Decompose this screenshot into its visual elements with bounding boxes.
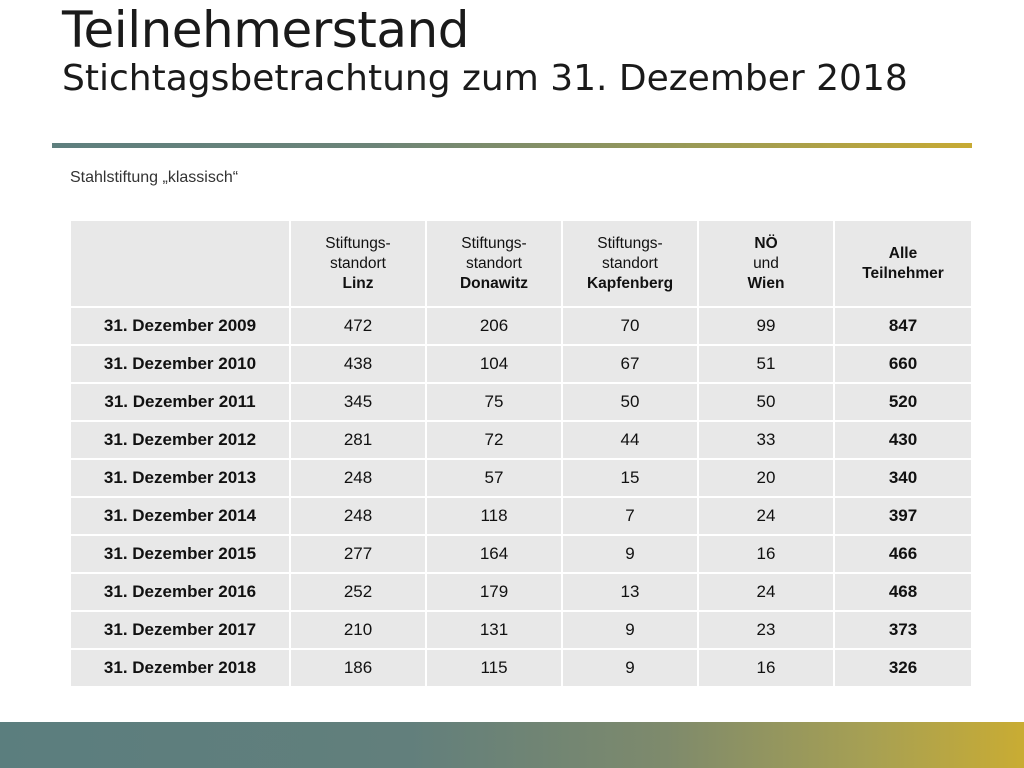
table-row: 31. Dezember 2014 248 118 7 24 397 [69,496,973,536]
header-line: Stiftungs- [461,234,527,252]
cell-kapfenberg: 7 [561,496,699,536]
page-title: Teilnehmerstand [62,1,469,59]
cell-total: 373 [833,610,973,650]
header-line: Kapfenberg [586,274,674,292]
cell-kapfenberg: 70 [561,306,699,346]
cell-linz: 472 [289,306,427,346]
footer-gradient-bar [0,722,1024,768]
cell-total: 430 [833,420,973,460]
row-date: 31. Dezember 2012 [69,420,291,460]
cell-donawitz: 118 [425,496,563,536]
table-header-row: Stiftungs- standort Linz Stiftungs- stan… [69,219,973,308]
title-divider [52,143,972,148]
cell-total: 847 [833,306,973,346]
cell-linz: 248 [289,496,427,536]
header-line: Stiftungs- [597,234,663,252]
cell-kapfenberg: 13 [561,572,699,612]
cell-noe-wien: 24 [697,572,835,612]
cell-total: 520 [833,382,973,422]
row-date: 31. Dezember 2011 [69,382,291,422]
cell-noe-wien: 16 [697,534,835,574]
header-line: Donawitz [459,274,529,292]
cell-noe-wien: 50 [697,382,835,422]
table-row: 31. Dezember 2016 252 179 13 24 468 [69,572,973,612]
cell-donawitz: 104 [425,344,563,384]
table-row: 31. Dezember 2013 248 57 15 20 340 [69,458,973,498]
cell-donawitz: 179 [425,572,563,612]
table-row: 31. Dezember 2011 345 75 50 50 520 [69,382,973,422]
table-caption: Stahlstiftung „klassisch“ [70,169,239,186]
cell-noe-wien: 51 [697,344,835,384]
header-line: Stiftungs- [325,234,391,252]
header-line: standort [329,254,386,272]
participants-table: Stiftungs- standort Linz Stiftungs- stan… [69,219,973,688]
cell-donawitz: 206 [425,306,563,346]
table-row: 31. Dezember 2017 210 131 9 23 373 [69,610,973,650]
cell-kapfenberg: 15 [561,458,699,498]
cell-linz: 345 [289,382,427,422]
cell-kapfenberg: 9 [561,648,699,688]
header-line: NÖ [754,234,778,252]
header-line: Linz [342,274,374,292]
cell-linz: 252 [289,572,427,612]
cell-total: 466 [833,534,973,574]
row-date: 31. Dezember 2017 [69,610,291,650]
row-date: 31. Dezember 2009 [69,306,291,346]
cell-total: 340 [833,458,973,498]
header-line: Alle [888,244,918,262]
cell-donawitz: 131 [425,610,563,650]
header-cell-noe-wien: NÖ und Wien [697,219,835,308]
title-block: Teilnehmerstand Stichtagsbetrachtung zum… [62,2,952,99]
cell-donawitz: 57 [425,458,563,498]
cell-kapfenberg: 9 [561,610,699,650]
row-date: 31. Dezember 2016 [69,572,291,612]
cell-kapfenberg: 67 [561,344,699,384]
cell-donawitz: 72 [425,420,563,460]
row-date: 31. Dezember 2018 [69,648,291,688]
cell-total: 397 [833,496,973,536]
header-line: Wien [747,274,785,292]
header-cell-empty [69,219,291,308]
cell-donawitz: 164 [425,534,563,574]
cell-linz: 210 [289,610,427,650]
header-line: standort [465,254,522,272]
header-cell-linz: Stiftungs- standort Linz [289,219,427,308]
cell-noe-wien: 24 [697,496,835,536]
header-line: standort [601,254,658,272]
cell-linz: 248 [289,458,427,498]
cell-linz: 186 [289,648,427,688]
header-line: und [753,254,779,272]
header-cell-total: Alle Teilnehmer [833,219,973,308]
cell-noe-wien: 23 [697,610,835,650]
cell-noe-wien: 20 [697,458,835,498]
cell-kapfenberg: 50 [561,382,699,422]
table-row: 31. Dezember 2012 281 72 44 33 430 [69,420,973,460]
cell-noe-wien: 16 [697,648,835,688]
table-row: 31. Dezember 2010 438 104 67 51 660 [69,344,973,384]
row-date: 31. Dezember 2014 [69,496,291,536]
cell-noe-wien: 99 [697,306,835,346]
cell-linz: 277 [289,534,427,574]
cell-noe-wien: 33 [697,420,835,460]
header-cell-kapfenberg: Stiftungs- standort Kapfenberg [561,219,699,308]
cell-total: 468 [833,572,973,612]
cell-linz: 281 [289,420,427,460]
row-date: 31. Dezember 2010 [69,344,291,384]
header-cell-donawitz: Stiftungs- standort Donawitz [425,219,563,308]
cell-donawitz: 115 [425,648,563,688]
header-line: Teilnehmer [862,264,944,282]
table-row: 31. Dezember 2009 472 206 70 99 847 [69,306,973,346]
table-row: 31. Dezember 2018 186 115 9 16 326 [69,648,973,688]
row-date: 31. Dezember 2013 [69,458,291,498]
cell-linz: 438 [289,344,427,384]
cell-kapfenberg: 9 [561,534,699,574]
cell-donawitz: 75 [425,382,563,422]
cell-kapfenberg: 44 [561,420,699,460]
row-date: 31. Dezember 2015 [69,534,291,574]
cell-total: 660 [833,344,973,384]
cell-total: 326 [833,648,973,688]
page-subtitle: Stichtagsbetrachtung zum 31. Dezember 20… [62,58,908,99]
table-row: 31. Dezember 2015 277 164 9 16 466 [69,534,973,574]
